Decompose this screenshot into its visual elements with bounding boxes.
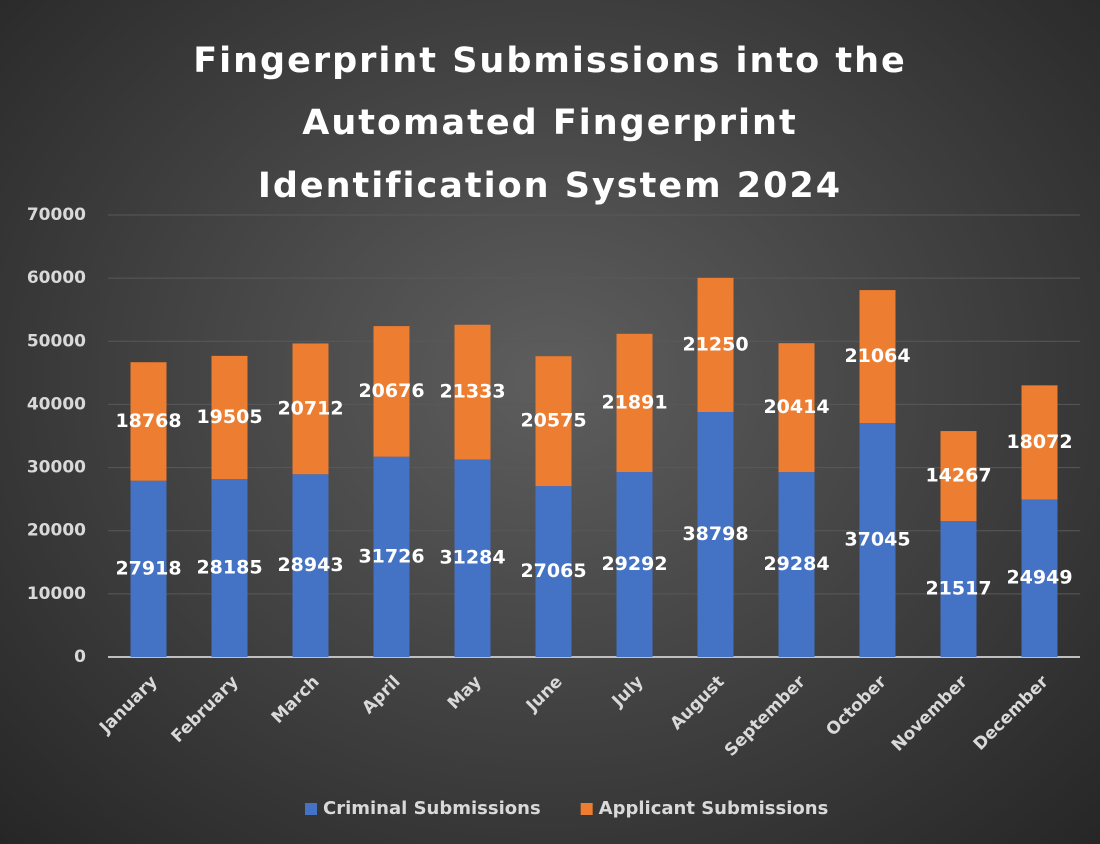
bar-segment: [859, 423, 896, 657]
x-tick-label: March: [268, 672, 324, 728]
x-tick-label: July: [608, 672, 648, 712]
data-label: 29292: [601, 553, 667, 575]
y-tick-label: 40000: [27, 394, 86, 414]
bar-segment: [697, 277, 734, 413]
bar-segment: [130, 362, 167, 481]
bar-segment: [373, 326, 410, 457]
bar-segment: [454, 324, 491, 460]
x-tick-label: February: [168, 672, 243, 747]
data-label: 21333: [439, 381, 505, 403]
bar-segment: [616, 333, 653, 473]
x-tick-label: December: [970, 671, 1053, 754]
legend-label: Applicant Submissions: [599, 798, 829, 819]
data-label: 21064: [844, 345, 910, 367]
bar-segment: [292, 474, 329, 657]
data-label: 21250: [682, 333, 748, 355]
bar-segment: [616, 472, 653, 657]
x-tick-label: April: [358, 672, 404, 718]
bar-segment: [778, 472, 815, 657]
data-label: 37045: [844, 529, 910, 551]
data-label: 20712: [277, 397, 343, 419]
legend-swatch: [580, 803, 593, 815]
data-label: 27918: [115, 557, 181, 579]
bar-segment: [535, 486, 572, 657]
bar-segment: [1021, 385, 1058, 500]
x-tick-label: August: [667, 672, 729, 734]
y-tick-label: 10000: [27, 584, 86, 604]
x-tick-label: June: [522, 672, 567, 717]
y-tick-label: 60000: [27, 268, 86, 288]
data-label: 28185: [196, 557, 262, 579]
data-label: 18768: [115, 410, 181, 432]
bar-segment: [1021, 499, 1058, 657]
data-label: 14267: [925, 465, 991, 487]
bar-segment: [859, 290, 896, 424]
data-label: 19505: [196, 406, 262, 428]
chart-title: Fingerprint Submissions into the Automat…: [193, 41, 907, 206]
data-label: 31726: [358, 545, 424, 567]
data-label: 27065: [520, 560, 586, 582]
y-tick-label: 0: [74, 647, 86, 667]
legend-swatch: [305, 803, 317, 815]
data-label: 21891: [601, 391, 667, 413]
bar-segment: [940, 431, 977, 522]
bar-segment: [454, 459, 491, 657]
x-tick-label: September: [721, 672, 810, 761]
data-label: 20575: [520, 410, 586, 432]
bar-segment: [535, 356, 572, 487]
data-label: 24949: [1006, 567, 1072, 589]
data-label: 21517: [925, 578, 991, 600]
bar-segment: [940, 521, 977, 657]
data-label: 28943: [277, 554, 343, 576]
y-tick-label: 70000: [27, 205, 86, 225]
bar-segment: [211, 355, 248, 480]
y-tick-label: 50000: [27, 331, 86, 351]
bar-segment: [373, 456, 410, 657]
legend-label: Criminal Submissions: [323, 798, 541, 819]
bar-segment: [130, 480, 167, 657]
data-label: 29284: [763, 553, 829, 575]
data-label: 20676: [358, 380, 424, 402]
x-tick-label: November: [888, 672, 972, 756]
data-label: 31284: [439, 547, 505, 569]
bar-segment: [697, 412, 734, 657]
y-tick-label: 20000: [27, 521, 86, 541]
bar-segment: [211, 479, 248, 657]
x-tick-label: October: [822, 671, 891, 740]
data-label: 20414: [763, 396, 829, 418]
x-tick-label: May: [444, 672, 486, 714]
y-tick-label: 30000: [27, 458, 86, 478]
bar-segment: [292, 343, 329, 475]
data-label: 38798: [682, 523, 748, 545]
data-label: 18072: [1006, 431, 1072, 453]
bar-segment: [778, 343, 815, 473]
x-tick-label: January: [95, 672, 161, 738]
